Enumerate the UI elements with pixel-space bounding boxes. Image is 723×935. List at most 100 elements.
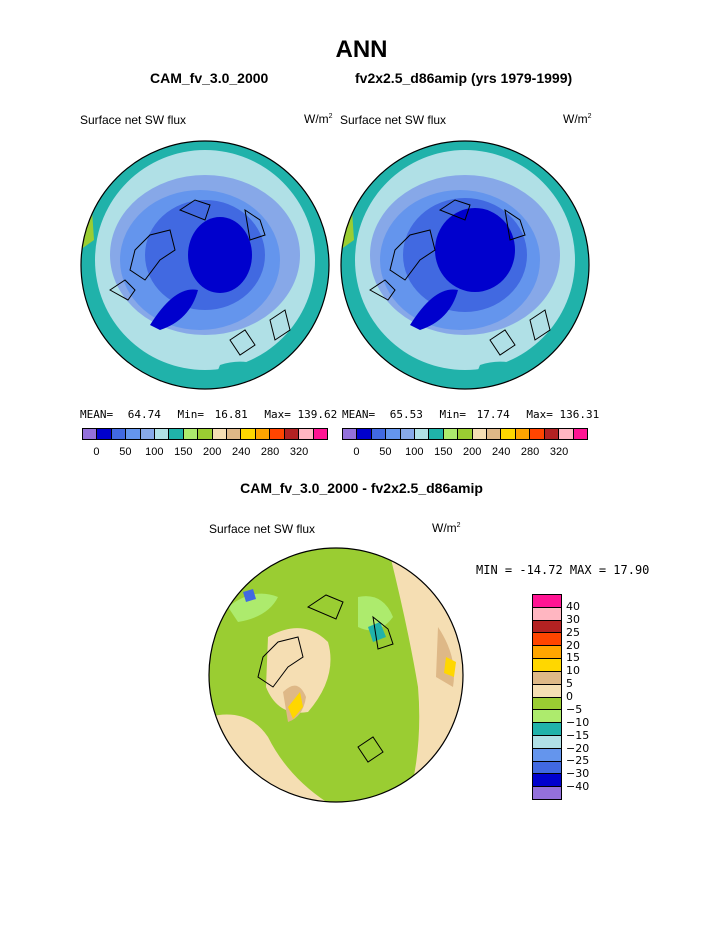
left-colorbar-tick: 320 xyxy=(289,446,309,458)
left-colorbar-cell xyxy=(241,429,256,439)
left-colorbar-tick: 0 xyxy=(93,446,100,458)
diff-colorbar-ticks: 40 30 25 20 15 10 5 0 −5 −10 −15 −20 −25 −30 −40 xyxy=(566,594,626,800)
diff-colorbar-tick: −10 xyxy=(566,715,590,729)
right-colorbar-tick: 50 xyxy=(379,446,392,458)
diff-colorbar-cell xyxy=(533,671,561,685)
diff-colorbar-tick: 40 xyxy=(566,599,580,613)
right-colorbar-cell xyxy=(501,429,516,439)
left-colorbar-cell xyxy=(198,429,213,439)
left-colorbar-cell xyxy=(255,429,271,439)
diff-polar-map xyxy=(208,547,464,803)
right-units-label: W/m2 xyxy=(563,112,592,126)
diff-colorbar-cell xyxy=(533,761,561,775)
right-colorbar-tick: 320 xyxy=(549,446,569,458)
right-colorbar-cell xyxy=(429,429,444,439)
left-colorbar-cell xyxy=(111,429,127,439)
right-polar-map xyxy=(340,140,590,390)
left-colorbar-tick: 200 xyxy=(203,446,222,458)
right-colorbar-cell xyxy=(386,429,401,439)
diff-variable-label: Surface net SW flux xyxy=(209,522,316,536)
left-colorbar-cell xyxy=(313,429,327,439)
right-colorbar-tick: 200 xyxy=(463,446,482,458)
diff-colorbar-cell xyxy=(533,723,561,736)
right-colorbar-cell xyxy=(515,429,531,439)
left-case-title: CAM_fv_3.0_2000 xyxy=(150,70,269,86)
right-colorbar-tick: 280 xyxy=(520,446,540,458)
diff-colorbar-tick: 20 xyxy=(566,638,580,652)
diff-colorbar-tick: −20 xyxy=(566,741,590,755)
left-colorbar xyxy=(82,428,328,440)
diff-colorbar-cell xyxy=(533,620,561,634)
right-colorbar-tick: 0 xyxy=(353,446,360,458)
right-case-title: fv2x2.5_d86amip (yrs 1979-1999) xyxy=(355,70,573,86)
diff-colorbar-cell xyxy=(533,697,561,711)
left-colorbar-cell xyxy=(284,429,300,439)
diff-colorbar-tick: 25 xyxy=(566,625,580,639)
diff-colorbar-tick: −30 xyxy=(566,767,590,781)
left-colorbar-cell xyxy=(140,429,156,439)
diff-colorbar-cell xyxy=(533,710,561,724)
left-polar-map xyxy=(80,140,330,390)
diff-colorbar-tick: −40 xyxy=(566,780,590,794)
page-title: ANN xyxy=(335,36,388,63)
diff-colorbar-cell xyxy=(533,748,561,762)
left-colorbar-cell xyxy=(155,429,170,439)
diff-colorbar-tick: 15 xyxy=(566,651,580,665)
right-colorbar-cell xyxy=(530,429,545,439)
right-colorbar-cell xyxy=(559,429,574,439)
right-colorbar-cell xyxy=(415,429,430,439)
diff-colorbar-cell xyxy=(533,774,561,788)
right-colorbar-cell xyxy=(343,429,358,439)
right-colorbar xyxy=(342,428,588,440)
left-colorbar-cell xyxy=(299,429,314,439)
diff-title: CAM_fv_3.0_2000 - fv2x2.5_d86amip xyxy=(240,480,483,496)
left-colorbar-cell xyxy=(169,429,184,439)
diff-colorbar-cell xyxy=(533,735,561,749)
left-colorbar-tick: 240 xyxy=(231,446,251,458)
right-colorbar-tick: 150 xyxy=(434,446,453,458)
right-colorbar-cell xyxy=(443,429,459,439)
diff-colorbar-tick: 30 xyxy=(566,612,580,626)
diff-colorbar-tick: 0 xyxy=(566,690,573,703)
right-colorbar-cell xyxy=(472,429,488,439)
right-variable-label: Surface net SW flux xyxy=(340,113,447,127)
diff-colorbar-tick: −25 xyxy=(566,754,590,768)
right-colorbar-cell xyxy=(371,429,387,439)
left-colorbar-cell xyxy=(97,429,112,439)
diff-colorbar-tick: 10 xyxy=(566,664,580,678)
left-colorbar-tick: 280 xyxy=(260,446,280,458)
right-colorbar-tick: 240 xyxy=(491,446,511,458)
diff-colorbar-tick: −15 xyxy=(566,728,590,742)
right-colorbar-cell xyxy=(400,429,416,439)
left-colorbar-cell xyxy=(183,429,199,439)
diff-units-label: W/m2 xyxy=(432,521,461,535)
diff-minmax: MIN = -14.72 MAX = 17.90 xyxy=(476,563,650,577)
diff-colorbar-cell xyxy=(533,633,561,647)
right-colorbar-cell xyxy=(458,429,473,439)
left-colorbar-cell xyxy=(83,429,98,439)
left-colorbar-cell xyxy=(227,429,242,439)
right-colorbar-cell xyxy=(357,429,372,439)
diff-colorbar xyxy=(532,594,562,800)
left-colorbar-cell xyxy=(126,429,141,439)
left-colorbar-tick: 150 xyxy=(174,446,193,458)
diff-colorbar-cell xyxy=(533,684,561,698)
right-colorbar-cell xyxy=(487,429,502,439)
left-colorbar-cell xyxy=(270,429,285,439)
right-colorbar-ticks: 0 50 100 150 200 240 280 320 xyxy=(342,446,588,460)
diff-colorbar-cell xyxy=(533,607,561,621)
diff-colorbar-tick: −5 xyxy=(566,702,583,716)
right-colorbar-tick: 100 xyxy=(405,446,424,458)
right-stats-row: MEAN= 65.53 Min= 17.74 Max= 136.31 xyxy=(342,408,600,421)
left-colorbar-ticks: 0 50 100 150 200 240 280 320 xyxy=(82,446,328,460)
left-colorbar-tick: 50 xyxy=(119,446,132,458)
diff-colorbar-cell xyxy=(533,659,561,672)
right-colorbar-cell xyxy=(544,429,560,439)
left-stats-row: MEAN= 64.74 Min= 16.81 Max= 139.62 xyxy=(80,408,338,421)
left-units-label: W/m2 xyxy=(304,112,333,126)
left-colorbar-tick: 100 xyxy=(145,446,164,458)
diff-colorbar-tick: 5 xyxy=(566,677,573,691)
diff-colorbar-cell xyxy=(533,595,561,608)
left-colorbar-cell xyxy=(212,429,228,439)
left-variable-label: Surface net SW flux xyxy=(80,113,187,127)
